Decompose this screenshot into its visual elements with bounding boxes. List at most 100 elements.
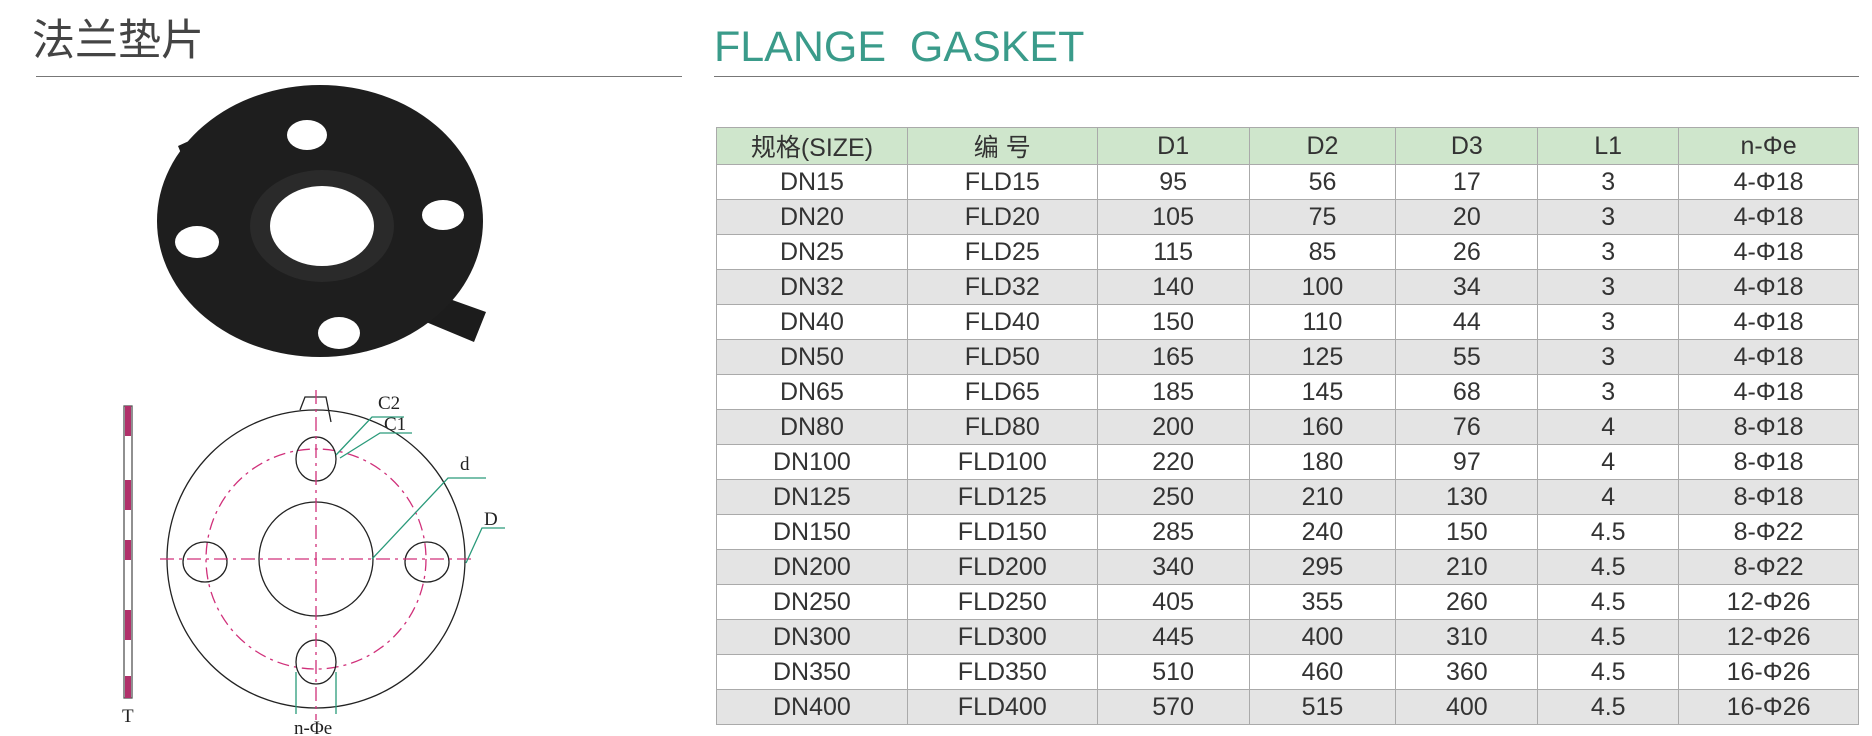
table-cell: 360 — [1395, 654, 1539, 690]
table-cell: 56 — [1248, 164, 1397, 200]
table-cell: FLD15 — [906, 164, 1098, 200]
table-cell: 570 — [1096, 689, 1250, 725]
table-cell: 3 — [1537, 304, 1680, 340]
table-row: DN80 FLD80 200 160 76 4 8-Φ18 — [716, 409, 1859, 445]
table-cell: 3 — [1537, 339, 1680, 375]
table-cell: 3 — [1537, 269, 1680, 305]
table-cell: 16-Φ26 — [1678, 654, 1859, 690]
table-cell: 44 — [1395, 304, 1539, 340]
table-cell: 340 — [1096, 549, 1250, 585]
table-cell: 355 — [1248, 584, 1397, 620]
table-cell: 210 — [1395, 549, 1539, 585]
table-cell: 105 — [1096, 199, 1250, 235]
table-cell: 4-Φ18 — [1678, 374, 1859, 410]
table-cell: 460 — [1248, 654, 1397, 690]
table-cell: 150 — [1096, 304, 1250, 340]
table-cell: 4-Φ18 — [1678, 164, 1859, 200]
table-cell: DN80 — [716, 409, 908, 445]
table-cell: 4 — [1537, 479, 1680, 515]
table-cell: 68 — [1395, 374, 1539, 410]
table-cell: 400 — [1395, 689, 1539, 725]
table-cell: DN250 — [716, 584, 908, 620]
table-cell: FLD150 — [906, 514, 1098, 550]
rule — [714, 76, 1859, 77]
table-cell: 55 — [1395, 339, 1539, 375]
table-row: DN32 FLD32 140 100 34 3 4-Φ18 — [716, 269, 1859, 305]
table-cell: 510 — [1096, 654, 1250, 690]
table-cell: DN20 — [716, 199, 908, 235]
table-cell: FLD400 — [906, 689, 1098, 725]
table-cell: 150 — [1395, 514, 1539, 550]
table-cell: FLD100 — [906, 444, 1098, 480]
table-row: DN15 FLD15 95 56 17 3 4-Φ18 — [716, 164, 1859, 200]
table-cell: FLD125 — [906, 479, 1098, 515]
table-cell: 130 — [1395, 479, 1539, 515]
table-cell: 4-Φ18 — [1678, 269, 1859, 305]
table-cell: 97 — [1395, 444, 1539, 480]
table-cell: 8-Φ22 — [1678, 514, 1859, 550]
table-cell: FLD200 — [906, 549, 1098, 585]
header-cell: L1 — [1537, 127, 1680, 165]
table-row: DN20 FLD20 105 75 20 3 4-Φ18 — [716, 199, 1859, 235]
table-cell: 8-Φ18 — [1678, 444, 1859, 480]
label-D: D — [484, 509, 498, 530]
table-row: DN65 FLD65 185 145 68 3 4-Φ18 — [716, 374, 1859, 410]
table-cell: 8-Φ18 — [1678, 479, 1859, 515]
table-cell: 110 — [1248, 304, 1397, 340]
table-cell: FLD20 — [906, 199, 1098, 235]
table-cell: 445 — [1096, 619, 1250, 655]
table-row: DN125 FLD125 250 210 130 4 8-Φ18 — [716, 479, 1859, 515]
header-cell: n-Φe — [1678, 127, 1859, 165]
gasket-illustration: C2 C1 d D T n-Φe — [122, 85, 505, 736]
table-cell: 160 — [1248, 409, 1397, 445]
table-cell: FLD40 — [906, 304, 1098, 340]
rule — [36, 76, 682, 77]
table-row: DN25 FLD25 115 85 26 3 4-Φ18 — [716, 234, 1859, 270]
table-cell: 76 — [1395, 409, 1539, 445]
table-cell: 3 — [1537, 164, 1680, 200]
table-cell: 405 — [1096, 584, 1250, 620]
table-cell: 4.5 — [1537, 619, 1680, 655]
table-cell: DN50 — [716, 339, 908, 375]
table-row: DN300 FLD300 445 400 310 4.5 12-Φ26 — [716, 619, 1859, 655]
table-cell: 75 — [1248, 199, 1397, 235]
table-cell: 145 — [1248, 374, 1397, 410]
table-cell: 515 — [1248, 689, 1397, 725]
header-cell: D3 — [1395, 127, 1539, 165]
table-cell: 220 — [1096, 444, 1250, 480]
table-cell: DN350 — [716, 654, 908, 690]
label-t: T — [122, 706, 134, 727]
table-cell: 8-Φ18 — [1678, 409, 1859, 445]
table-cell: 34 — [1395, 269, 1539, 305]
table-cell: 180 — [1248, 444, 1397, 480]
table-cell: 4.5 — [1537, 584, 1680, 620]
table-cell: 20 — [1395, 199, 1539, 235]
table-cell: FLD350 — [906, 654, 1098, 690]
table-cell: 26 — [1395, 234, 1539, 270]
table-cell: 4.5 — [1537, 689, 1680, 725]
header-row: 规格(SIZE) 编 号 D1 D2 D3 L1 n-Φe — [716, 127, 1859, 165]
table-cell: 4.5 — [1537, 514, 1680, 550]
table-cell: 4-Φ18 — [1678, 304, 1859, 340]
table-cell: 8-Φ22 — [1678, 549, 1859, 585]
table-cell: DN40 — [716, 304, 908, 340]
table-cell: DN32 — [716, 269, 908, 305]
title-cn: 法兰垫片 — [32, 17, 204, 65]
table-cell: DN25 — [716, 234, 908, 270]
label-c1: C1 — [384, 414, 406, 435]
table-cell: FLD65 — [906, 374, 1098, 410]
table-cell: 17 — [1395, 164, 1539, 200]
table-cell: 4-Φ18 — [1678, 339, 1859, 375]
table-cell: FLD50 — [906, 339, 1098, 375]
table-cell: 400 — [1248, 619, 1397, 655]
table-cell: DN125 — [716, 479, 908, 515]
table-cell: 115 — [1096, 234, 1250, 270]
table-cell: 4 — [1537, 409, 1680, 445]
table-cell: 100 — [1248, 269, 1397, 305]
table-cell: 3 — [1537, 234, 1680, 270]
table-row: DN150 FLD150 285 240 150 4.5 8-Φ22 — [716, 514, 1859, 550]
table-cell: FLD25 — [906, 234, 1098, 270]
header-cell: D1 — [1096, 127, 1250, 165]
table-cell: 165 — [1096, 339, 1250, 375]
